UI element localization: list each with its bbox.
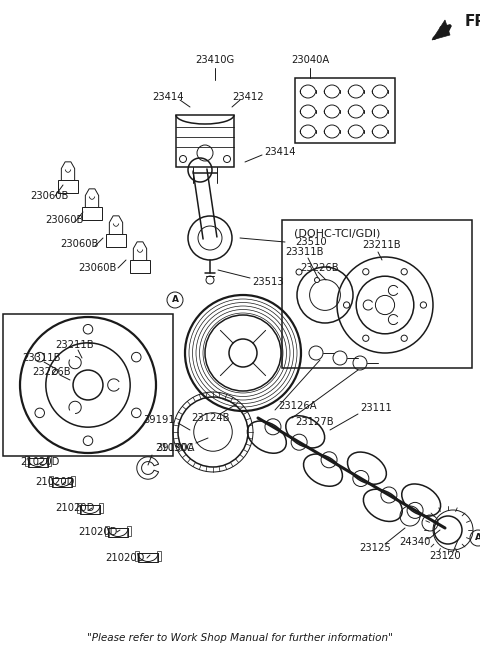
Text: 23414: 23414 bbox=[264, 147, 296, 157]
Bar bbox=[135, 551, 139, 561]
Text: A: A bbox=[475, 534, 480, 543]
Text: 21020D: 21020D bbox=[20, 457, 60, 467]
Circle shape bbox=[52, 370, 58, 375]
Text: FR.: FR. bbox=[465, 14, 480, 29]
Bar bbox=[52, 478, 72, 487]
Text: 23226B: 23226B bbox=[32, 367, 71, 377]
Bar bbox=[82, 207, 102, 220]
Text: 23060B: 23060B bbox=[45, 215, 84, 225]
Text: 23311B: 23311B bbox=[22, 353, 60, 363]
Text: 23311B: 23311B bbox=[285, 247, 324, 257]
Text: 23060B: 23060B bbox=[60, 239, 98, 249]
Text: 23111: 23111 bbox=[360, 403, 392, 413]
Bar bbox=[72, 476, 75, 486]
Bar bbox=[127, 526, 131, 535]
Text: 23126A: 23126A bbox=[278, 401, 317, 411]
Text: 23060B: 23060B bbox=[30, 191, 68, 201]
Text: 23412: 23412 bbox=[232, 92, 264, 102]
Text: "Please refer to Work Shop Manual for further information": "Please refer to Work Shop Manual for fu… bbox=[87, 633, 393, 643]
Text: 23127B: 23127B bbox=[295, 417, 334, 427]
Bar bbox=[105, 526, 108, 535]
Polygon shape bbox=[432, 20, 450, 40]
Text: 39190A: 39190A bbox=[156, 443, 195, 453]
Text: 21020D: 21020D bbox=[35, 477, 74, 487]
Bar bbox=[3, 313, 173, 456]
Bar bbox=[77, 503, 81, 513]
Text: 21020D: 21020D bbox=[55, 503, 95, 513]
Bar bbox=[28, 458, 48, 468]
Text: 23040A: 23040A bbox=[291, 55, 329, 65]
Text: 23513: 23513 bbox=[252, 277, 284, 287]
Bar bbox=[58, 180, 78, 193]
Text: 23211B: 23211B bbox=[362, 240, 401, 250]
Text: A: A bbox=[171, 296, 179, 304]
Bar bbox=[157, 551, 161, 561]
Text: (DOHC-TCI/GDI): (DOHC-TCI/GDI) bbox=[294, 229, 380, 239]
Bar bbox=[108, 528, 128, 537]
Bar bbox=[49, 476, 53, 486]
Circle shape bbox=[296, 269, 302, 275]
Bar bbox=[130, 260, 150, 273]
Text: 23410G: 23410G bbox=[195, 55, 235, 65]
Text: 39191: 39191 bbox=[143, 415, 175, 425]
Text: 23510: 23510 bbox=[295, 237, 326, 247]
Text: 23120: 23120 bbox=[429, 551, 461, 561]
Text: 23060B: 23060B bbox=[78, 263, 116, 273]
Bar bbox=[282, 220, 472, 368]
Text: 23124B: 23124B bbox=[191, 413, 229, 423]
Text: 24340: 24340 bbox=[399, 537, 431, 547]
Bar bbox=[106, 234, 126, 247]
Circle shape bbox=[314, 278, 320, 283]
Bar bbox=[48, 456, 51, 466]
Text: 21030C: 21030C bbox=[155, 443, 193, 453]
Text: 23414: 23414 bbox=[152, 92, 184, 102]
Text: 23211B: 23211B bbox=[55, 340, 94, 350]
Bar bbox=[138, 553, 158, 562]
Bar bbox=[176, 115, 234, 167]
Text: 23125: 23125 bbox=[359, 543, 391, 553]
Bar bbox=[25, 456, 29, 466]
Text: 21020D: 21020D bbox=[78, 527, 118, 537]
Bar bbox=[80, 505, 100, 515]
Text: 23226B: 23226B bbox=[300, 263, 338, 273]
Text: 21020D: 21020D bbox=[105, 553, 144, 563]
Bar bbox=[99, 503, 103, 513]
Bar bbox=[295, 78, 395, 143]
